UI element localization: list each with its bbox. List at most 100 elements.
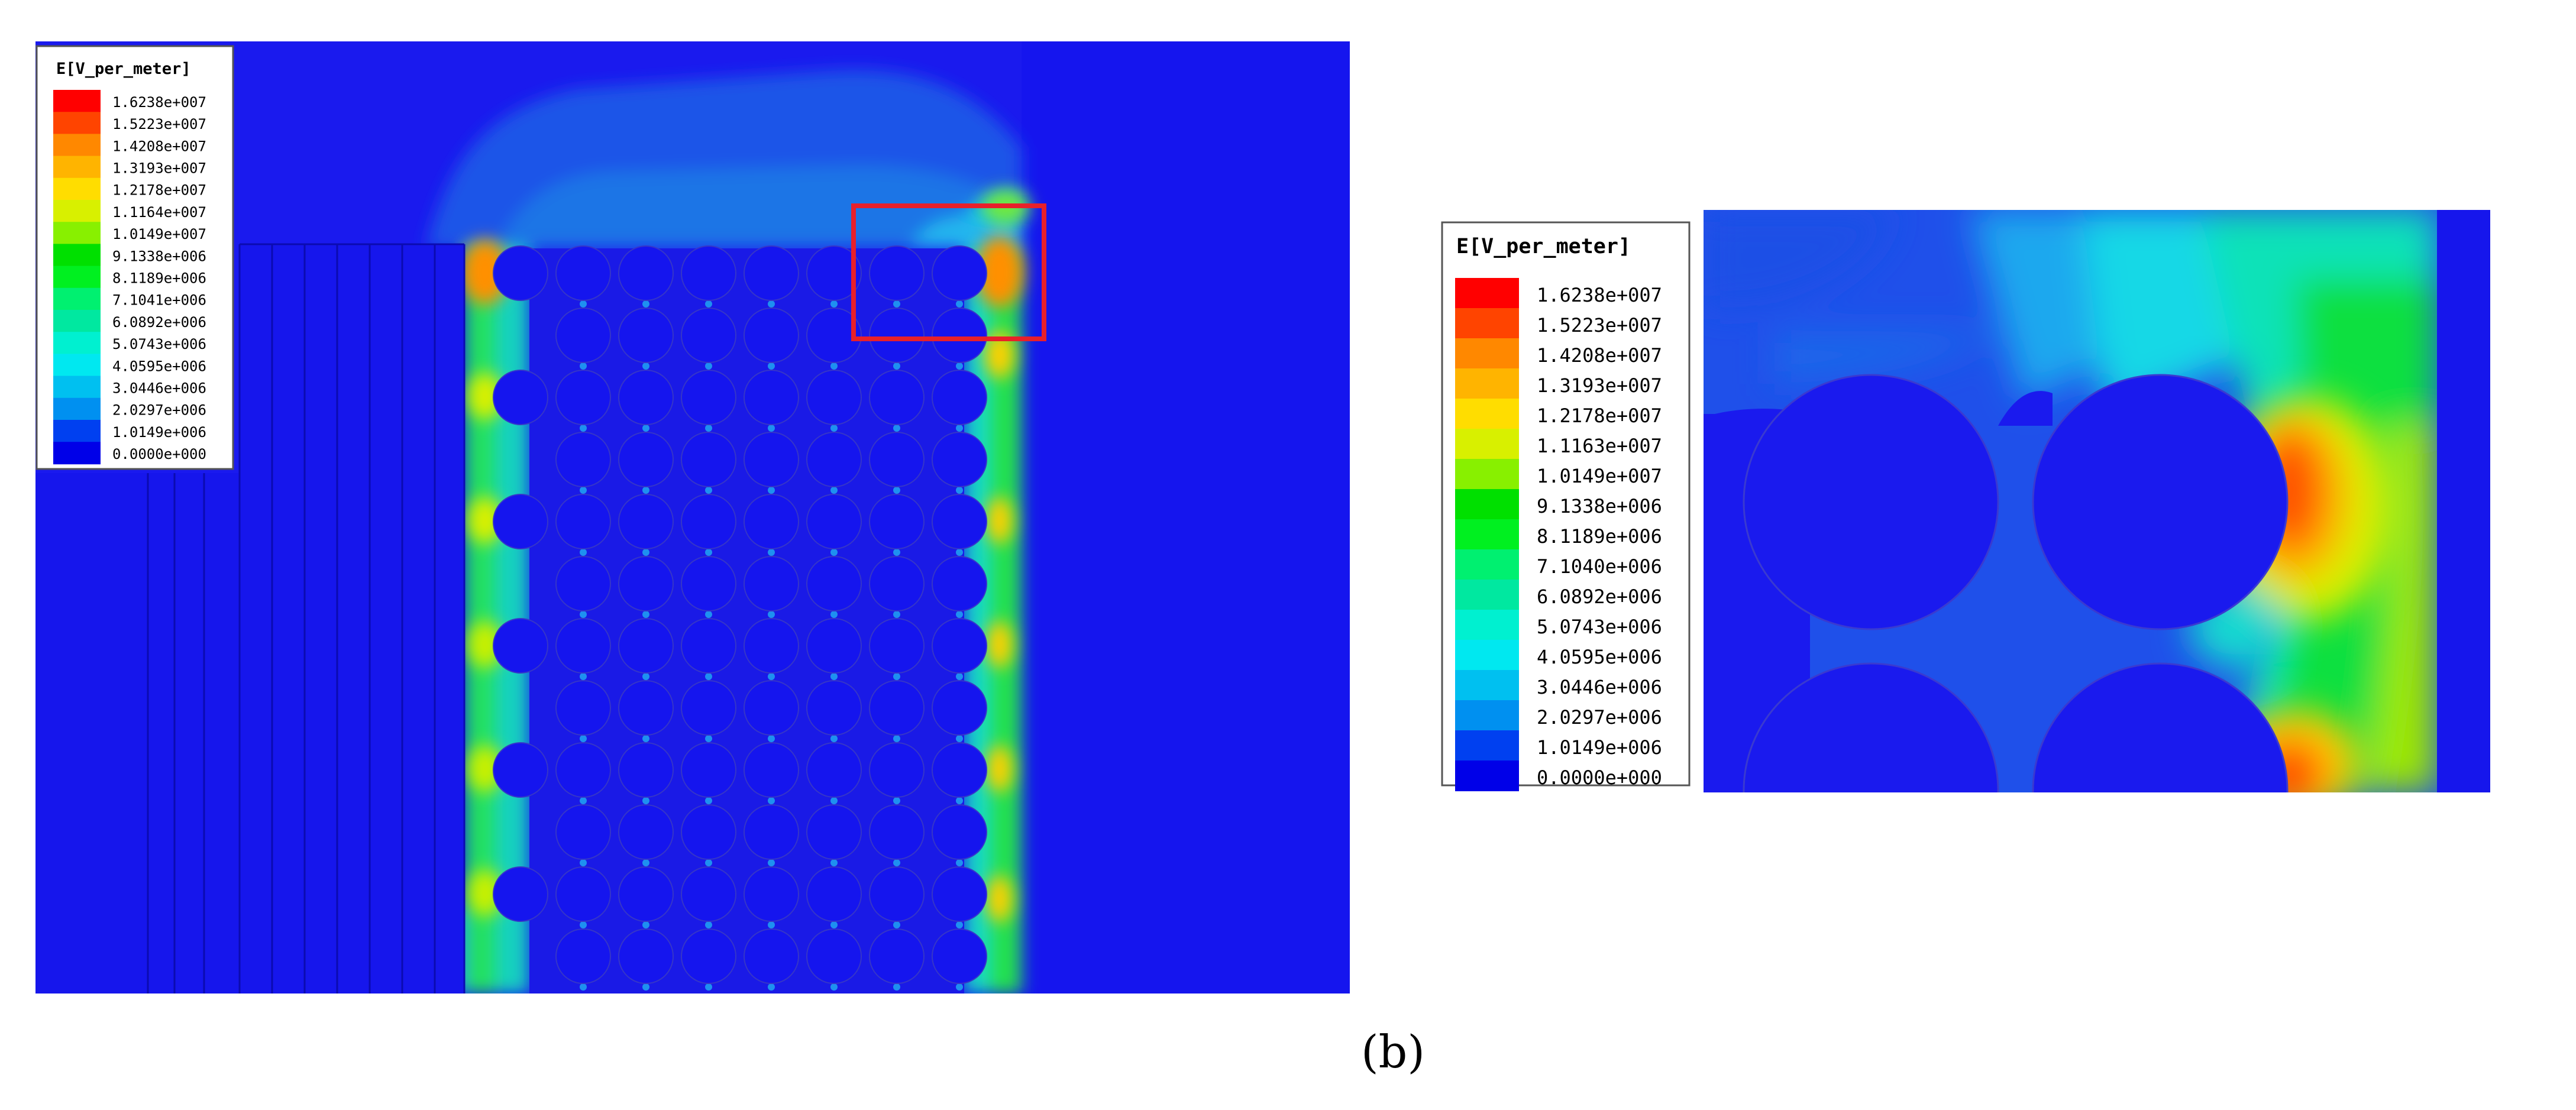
gap-field-spot [705,549,712,556]
conductor-circle [555,742,611,798]
conductor-circle [618,370,674,425]
conductor-circle [681,432,736,487]
gap-field-spot [642,300,649,308]
right-legend-label: 2.0297e+006 [1537,706,1662,729]
gap-field-spot [580,735,587,742]
left-legend-label: 1.6238e+007 [112,94,206,111]
gap-field-spot [580,549,587,556]
conductor-circle [806,680,862,736]
left-legend-label: 1.4208e+007 [112,138,206,154]
right-legend-swatch [1455,278,1519,309]
conductor-circle [618,804,674,860]
right-legend-swatch [1455,489,1519,520]
gap-field-spot [830,487,838,494]
conductor-circle [806,308,862,363]
gap-field-spot [705,921,712,928]
gap-field-spot [705,735,712,742]
right-legend-label: 1.0149e+007 [1537,465,1662,487]
conductor-circle [744,370,799,425]
right-legend-label: 6.0892e+006 [1537,585,1662,608]
conductor-circle [618,556,674,611]
conductor-circle [869,866,925,922]
gap-field-spot [956,425,963,432]
right-conductors [1704,374,2289,792]
gap-field-spot [893,363,900,370]
gap-field-spot [768,797,775,804]
conductor-circle [806,370,862,425]
conductor-circle [681,928,736,984]
gap-field-spot [580,859,587,866]
conductor-upper-right [2032,374,2289,630]
conductor-circle [555,680,611,736]
left-legend-swatch [53,244,101,267]
right-legend-label: 1.5223e+007 [1537,314,1662,336]
left-legend-label: 1.1164e+007 [112,204,206,221]
conductor-circle [555,245,611,301]
conductor-circle [806,494,862,549]
gap-field-spot [956,300,963,308]
conductor-circle [493,245,548,301]
gap-field-spot [642,363,649,370]
gap-field-spot [956,921,963,928]
zoom-region-box [851,203,1046,341]
conductor-circle [681,866,736,922]
left-legend-swatch [53,266,101,289]
right-legend-label: 0.0000e+000 [1537,766,1662,789]
left-legend-swatch [53,156,101,179]
conductor-circle [806,556,862,611]
gap-field-spot [768,425,775,432]
conductor-circle [932,742,987,798]
gap-field-spot [768,735,775,742]
conductor-circle [869,742,925,798]
left-legend-swatch [53,397,101,420]
right-legend-label: 1.4208e+007 [1537,344,1662,367]
conductor-circle [555,308,611,363]
conductor-circle [932,308,987,363]
gap-field-spot [830,300,838,308]
right-legend-swatch [1455,429,1519,459]
gap-field-spot [705,611,712,618]
conductor-circle [493,494,548,549]
right-legend-swatch [1455,459,1519,490]
conductor-circle [555,928,611,984]
conductor-circle [869,680,925,736]
conductor-circle [806,245,862,301]
conductor-circle [681,308,736,363]
gap-field-spot [642,797,649,804]
right-legend-swatch [1455,640,1519,671]
conductor-circle [618,494,674,549]
conductor-lower-right [2032,662,2289,792]
conductor-lower-left [1743,662,1999,792]
gap-field-spot [893,425,900,432]
right-legend-swatch [1455,610,1519,640]
left-legend-swatch [53,200,101,222]
gap-field-spot [830,425,838,432]
conductor-circle [555,804,611,860]
left-outer-conductor [1022,41,1350,994]
left-legend-swatch [53,222,101,245]
gap-field-spot [768,300,775,308]
right-legend-label: 1.3193e+007 [1537,374,1662,397]
gap-field-spot [642,673,649,680]
gap-field-spot [956,611,963,618]
left-legend-swatch [53,112,101,135]
gap-field-spot [830,859,838,866]
conductor-circle [869,618,925,674]
left-field-plot [35,41,1350,994]
left-legend-label: 1.3193e+007 [112,160,206,176]
gap-field-spot [768,921,775,928]
conductor-circle [555,494,611,549]
conductor-circle [493,618,548,674]
conductor-circle [681,245,736,301]
gap-field-spot [642,611,649,618]
right-legend-label: 3.0446e+006 [1537,676,1662,698]
left-legend-swatch [53,332,101,355]
conductor-circle [681,618,736,674]
conductor-circle [681,494,736,549]
left-legend-label: 4.0595e+006 [112,358,206,374]
figure-caption: (b) [1361,1025,1425,1078]
left-legend-swatch [53,420,101,442]
gap-field-spot [956,735,963,742]
conductor-circle [869,432,925,487]
gap-field-spot [580,797,587,804]
